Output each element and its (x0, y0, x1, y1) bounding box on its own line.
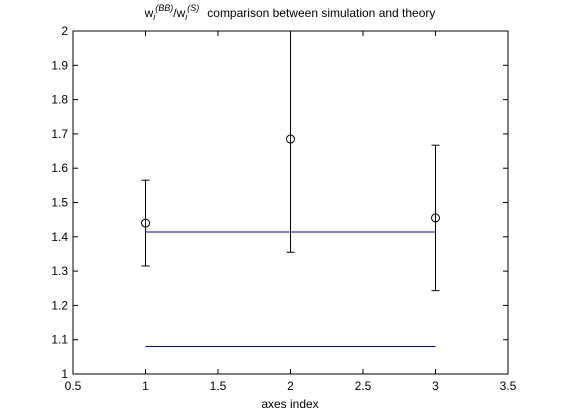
data-point-marker (141, 218, 150, 228)
title-sub1: i (153, 12, 156, 22)
title-sub2: i (185, 12, 188, 22)
title-slash: / (173, 6, 177, 20)
title-w2: w (176, 6, 186, 20)
x-tick-label: 3 (432, 379, 439, 393)
y-tick-label: 1.5 (51, 196, 68, 210)
chart-title: wi(BB)/wi(S) comparison between simulatio… (144, 3, 436, 22)
title-super1: (BB) (155, 3, 173, 13)
x-tick-label: 0.5 (65, 379, 82, 393)
x-tick-label: 1 (142, 379, 149, 393)
y-tick-label: 1.6 (51, 161, 68, 175)
y-tick-label: 1.1 (51, 333, 68, 347)
x-tick-label: 3.5 (500, 379, 517, 393)
data-point-marker (431, 213, 440, 223)
data-point-marker (286, 134, 295, 144)
y-tick-label: 1.2 (51, 298, 68, 312)
x-tick-label: 1.5 (210, 379, 227, 393)
series-layer (141, 30, 440, 348)
title-w1: w (144, 6, 154, 20)
title-super2: (S) (187, 3, 199, 13)
y-tick-label: 1.3 (51, 264, 68, 278)
x-tick-label: 2 (287, 379, 294, 393)
svg-text:wi(BB)/wi(S)comparison between: wi(BB)/wi(S) comparison between simulatio… (144, 3, 436, 22)
y-tick-label: 1.9 (51, 58, 68, 72)
y-tick-label: 1 (61, 367, 68, 381)
y-tick-label: 1.4 (51, 230, 68, 244)
x-axis-label: axes index (261, 397, 318, 411)
y-axis-ticks: 1 1.1 1.2 1.3 1.4 1.5 1.6 1.7 1.8 1.9 2 (51, 24, 508, 381)
x-tick-label: 2.5 (355, 379, 372, 393)
x-axis-ticks: 0.5 1 1.5 2 2.5 3 3.5 (65, 31, 517, 393)
y-tick-label: 2 (61, 24, 68, 38)
y-tick-label: 1.7 (51, 127, 68, 141)
title-rest: comparison between simulation and theory (207, 6, 435, 20)
y-tick-label: 1.8 (51, 93, 68, 107)
